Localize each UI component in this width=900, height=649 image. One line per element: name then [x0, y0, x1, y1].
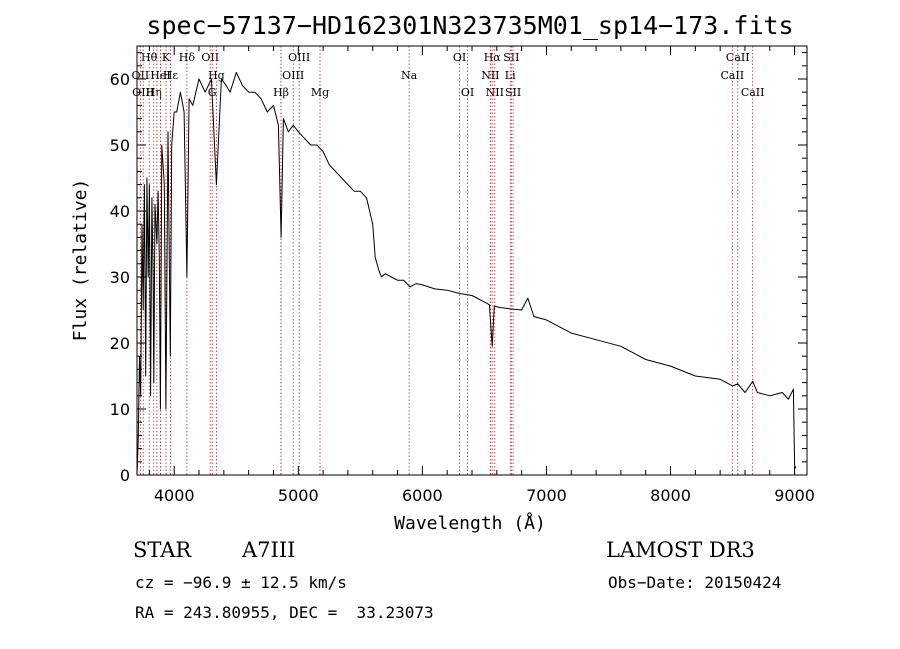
spectral-subclass: A7III: [242, 538, 296, 562]
marker-label: Hα: [484, 51, 502, 64]
x-tick-label: 8000: [650, 486, 691, 505]
y-tick-label: 20: [110, 334, 130, 353]
marker-label: OII: [131, 69, 149, 82]
axis-ticks: 4000 5000 6000 7000 8000 9000 0 10 20 30 40 50 60: [110, 46, 815, 505]
marker-label: Hδ: [179, 51, 196, 64]
marker-label: Hη: [146, 86, 162, 99]
y-tick-label: 30: [110, 268, 130, 287]
y-tick-label: 60: [110, 70, 130, 89]
survey-name: LAMOST DR3: [606, 538, 755, 562]
redshift-cz: cz = −96.9 ± 12.5 km/s: [135, 573, 347, 592]
marker-label: OII: [201, 51, 219, 64]
series-layer: [136, 71, 797, 476]
x-tick-label: 5000: [278, 486, 319, 505]
y-axis-label: Flux (relative): [70, 179, 91, 342]
marker-label: OIII: [132, 86, 154, 99]
marker-label: K: [162, 51, 171, 64]
y-tick-label: 0: [120, 466, 130, 485]
observation-date: Obs−Date: 20150424: [608, 573, 782, 592]
x-tick-label: 6000: [402, 486, 443, 505]
x-tick-label: 4000: [154, 486, 195, 505]
marker-label: CaII: [720, 69, 744, 82]
spectrum-line: [136, 71, 797, 476]
marker-label: OI: [461, 86, 474, 99]
object-class: STAR: [133, 538, 192, 562]
marker-label: NII: [486, 86, 504, 99]
marker-label: CaII: [726, 51, 750, 64]
x-tick-label: 7000: [526, 486, 567, 505]
chart-title: spec−57137−HD162301N323735M01_sp14−173.f…: [146, 11, 793, 40]
x-axis-label: Wavelength (Å): [394, 512, 546, 534]
marker-label: SII: [505, 86, 521, 99]
marker-label: Hε: [163, 69, 179, 82]
y-tick-label: 50: [110, 136, 130, 155]
marker-label: Na: [401, 69, 418, 82]
plot-frame: [136, 45, 808, 476]
y-tick-label: 40: [110, 202, 130, 221]
marker-label: OIII: [282, 69, 304, 82]
marker-label: Mg: [311, 86, 329, 99]
marker-label: OIII: [288, 51, 310, 64]
marker-label: SII: [503, 51, 519, 64]
y-tick-label: 10: [110, 400, 130, 419]
coordinates: RA = 243.80955, DEC = 33.23073: [135, 603, 434, 622]
marker-label: CaII: [741, 86, 765, 99]
marker-label: Li: [505, 69, 516, 82]
x-tick-label: 9000: [774, 486, 815, 505]
marker-label: OI: [453, 51, 466, 64]
